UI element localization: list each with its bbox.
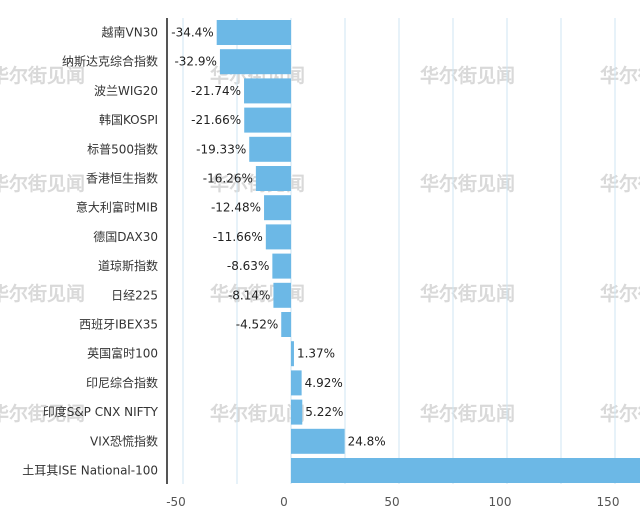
value-label: -8.14% bbox=[228, 288, 270, 302]
x-tick-label: 50 bbox=[384, 495, 399, 509]
value-label: -32.9% bbox=[174, 55, 216, 69]
category-label: 香港恒生指数 bbox=[86, 171, 158, 186]
category-label: 印度S&P CNX NIFTY bbox=[43, 404, 159, 419]
category-label: 德国DAX30 bbox=[93, 229, 158, 244]
value-label: 1.37% bbox=[297, 347, 335, 361]
value-label: -4.52% bbox=[236, 318, 278, 332]
watermark-text: 华尔街见闻 bbox=[600, 282, 640, 305]
watermark-text: 华尔街见闻 bbox=[600, 64, 640, 87]
category-label: 波兰WIG20 bbox=[94, 84, 158, 98]
x-tick-labels: -50050100150200250 bbox=[166, 495, 620, 509]
bar bbox=[244, 78, 291, 104]
x-tick-label: 150 bbox=[597, 495, 620, 509]
bar bbox=[264, 195, 291, 221]
category-label: 英国富时100 bbox=[87, 346, 158, 361]
x-tick-label: 100 bbox=[489, 495, 512, 509]
category-label: 土耳其ISE National-100 bbox=[22, 464, 158, 478]
bar bbox=[273, 282, 291, 308]
category-label: 标普500指数 bbox=[87, 141, 158, 156]
watermark-text: 华尔街见闻 bbox=[420, 282, 515, 305]
bar bbox=[249, 136, 291, 162]
category-label: 西班牙IBEX35 bbox=[79, 318, 158, 332]
bar bbox=[219, 49, 291, 75]
watermark-text: 华尔街见闻 bbox=[420, 64, 515, 87]
category-label: 道琼斯指数 bbox=[98, 258, 158, 273]
watermark-text: 华尔街见闻 bbox=[0, 172, 85, 195]
bar bbox=[291, 399, 303, 425]
category-label: 意大利富时MIB bbox=[76, 200, 158, 215]
value-labels: -34.4% -32.9% -21.74% -21.66% -19.33% -16.26%… bbox=[171, 26, 386, 449]
value-label: -21.74% bbox=[191, 84, 241, 98]
watermark-text: 华尔街见闻 bbox=[0, 282, 85, 305]
value-label: -34.4% bbox=[171, 26, 213, 40]
bar bbox=[265, 224, 291, 250]
value-label: -21.66% bbox=[191, 113, 241, 127]
category-label: 纳斯达克综合指数 bbox=[62, 54, 158, 69]
bar bbox=[244, 107, 291, 133]
bar bbox=[272, 253, 291, 279]
category-label: 日经225 bbox=[111, 288, 158, 302]
category-label: 越南VN30 bbox=[102, 25, 158, 40]
bar bbox=[255, 166, 291, 191]
value-label: -16.26% bbox=[203, 172, 253, 186]
watermark-text: 华尔街见闻 bbox=[420, 172, 515, 195]
bar bbox=[291, 370, 302, 396]
x-tick-label: 0 bbox=[280, 495, 288, 509]
bars bbox=[216, 20, 640, 483]
watermark-text: 华尔街见闻 bbox=[0, 402, 85, 425]
value-label: -12.48% bbox=[211, 201, 261, 215]
watermark-text: 华尔街见闻 bbox=[0, 64, 85, 87]
value-label: -19.33% bbox=[196, 142, 246, 156]
value-label: 5.22% bbox=[305, 405, 343, 419]
watermark-text: 华尔街见闻 bbox=[210, 402, 305, 425]
value-label: -8.63% bbox=[227, 259, 269, 273]
watermark-text: 华尔街见闻 bbox=[600, 402, 640, 425]
bar bbox=[291, 428, 345, 454]
category-label: VIX恐慌指数 bbox=[90, 433, 158, 448]
bar bbox=[291, 341, 294, 367]
watermark-layer: 华尔街见闻华尔街见闻华尔街见闻华尔街见闻华尔街见闻华尔街见闻华尔街见闻华尔街见闻… bbox=[0, 64, 640, 425]
bar bbox=[291, 458, 640, 483]
watermark-text: 华尔街见闻 bbox=[600, 172, 640, 195]
category-label: 韩国KOSPI bbox=[99, 112, 158, 127]
category-label: 印尼综合指数 bbox=[86, 375, 158, 390]
bar bbox=[281, 312, 291, 337]
value-label: 4.92% bbox=[305, 376, 343, 390]
value-label: -11.66% bbox=[213, 230, 263, 244]
watermark-text: 华尔街见闻 bbox=[420, 402, 515, 425]
bar bbox=[216, 20, 291, 45]
value-label: 24.8% bbox=[348, 434, 386, 448]
x-tick-label: -50 bbox=[166, 495, 186, 509]
